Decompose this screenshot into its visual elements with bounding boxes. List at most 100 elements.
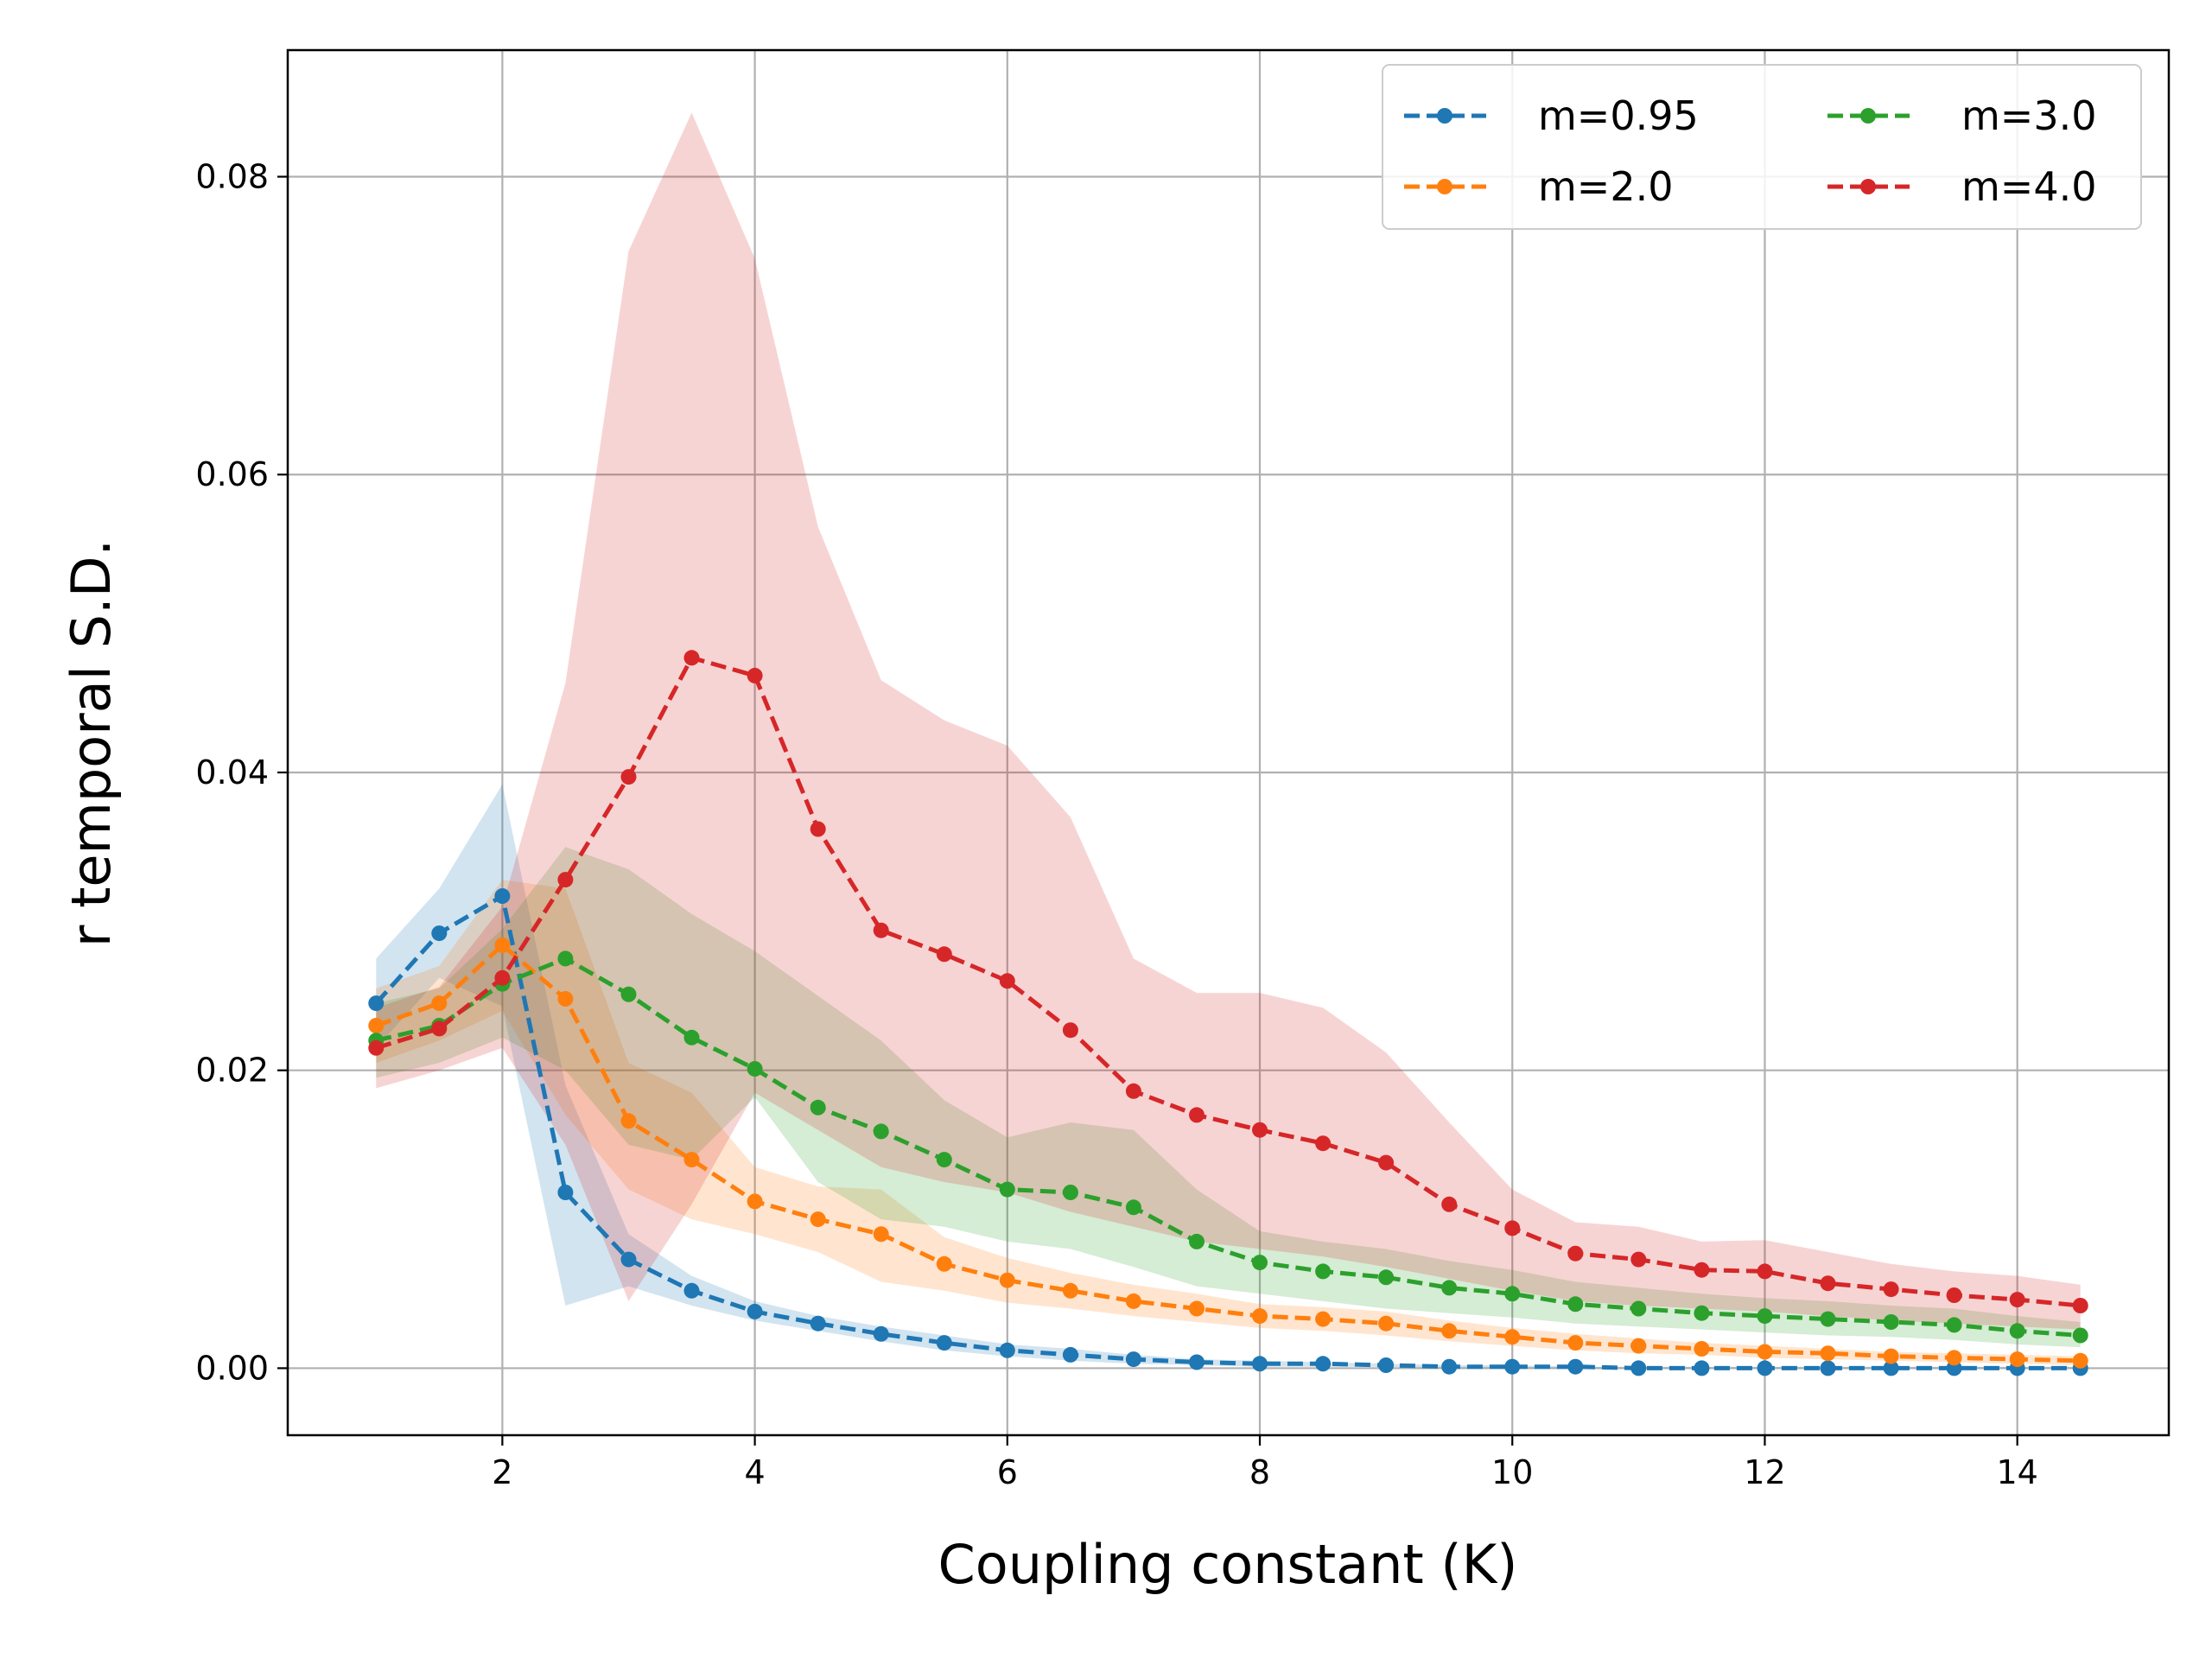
point-m-0-95 <box>1630 1360 1647 1376</box>
point-m-2-0 <box>1883 1348 1899 1364</box>
point-m-4-0 <box>810 821 826 837</box>
point-m-2-0 <box>747 1193 763 1210</box>
point-m-0-95 <box>1567 1358 1584 1375</box>
legend-label-m-0-95: m=0.95 <box>1538 92 1699 139</box>
point-m-4-0 <box>2072 1298 2088 1313</box>
point-m-3-0 <box>999 1181 1015 1198</box>
point-m-0-95 <box>1820 1360 1836 1376</box>
point-m-4-0 <box>1252 1122 1268 1138</box>
point-m-4-0 <box>1757 1263 1773 1280</box>
line-m-2-0 <box>375 943 2081 1363</box>
x-tick-label: 6 <box>997 1453 1018 1491</box>
point-m-0-95 <box>1252 1356 1268 1372</box>
plot-frame <box>286 48 2171 1437</box>
point-m-4-0 <box>1315 1135 1332 1152</box>
point-m-2-0 <box>1820 1345 1836 1362</box>
series-lines <box>368 650 2088 1376</box>
point-m-4-0 <box>557 872 574 888</box>
point-m-0-95 <box>557 1185 574 1200</box>
point-m-2-0 <box>683 1152 700 1168</box>
point-m-0-95 <box>368 995 385 1012</box>
point-m-2-0 <box>1694 1341 1710 1357</box>
point-m-4-0 <box>1820 1275 1836 1292</box>
x-tick-label: 12 <box>1744 1453 1785 1491</box>
point-m-2-0 <box>1441 1323 1458 1339</box>
point-m-3-0 <box>1189 1233 1205 1249</box>
point-m-3-0 <box>1062 1185 1078 1200</box>
point-m-2-0 <box>494 937 511 953</box>
legend-box <box>1382 64 2142 230</box>
point-m-2-0 <box>873 1226 889 1243</box>
point-m-3-0 <box>810 1099 826 1116</box>
legend-marker-m-4-0 <box>1860 179 1876 194</box>
point-m-0-95 <box>999 1342 1015 1358</box>
point-m-3-0 <box>1125 1199 1141 1216</box>
y-tick-label: 0.06 <box>195 455 269 493</box>
y-axis-label: r temporal S.D. <box>60 539 123 947</box>
y-tick-label: 0.00 <box>195 1349 269 1387</box>
point-m-3-0 <box>1504 1286 1521 1302</box>
point-m-2-0 <box>557 991 574 1007</box>
confidence-bands <box>376 112 2081 1369</box>
point-m-3-0 <box>2009 1323 2025 1339</box>
y-tick-label: 0.04 <box>195 753 269 791</box>
point-m-4-0 <box>2009 1292 2025 1308</box>
point-m-3-0 <box>1567 1296 1584 1313</box>
point-m-2-0 <box>1252 1308 1268 1325</box>
legend-marker-m-3-0 <box>1860 108 1876 124</box>
point-m-0-95 <box>1125 1351 1141 1368</box>
point-m-4-0 <box>1567 1245 1584 1262</box>
point-m-3-0 <box>747 1061 763 1077</box>
point-m-0-95 <box>1883 1360 1899 1376</box>
y-axis-ticks: 0.00 0.02 0.04 0.06 0.08 <box>195 158 288 1387</box>
point-m-4-0 <box>431 1020 448 1037</box>
point-m-0-95 <box>810 1315 826 1332</box>
point-m-0-95 <box>431 925 448 942</box>
point-m-4-0 <box>494 969 511 986</box>
point-m-4-0 <box>1694 1262 1710 1278</box>
band-m-4-0 <box>376 112 2081 1330</box>
line-m-3-0 <box>375 956 2081 1338</box>
point-m-3-0 <box>1694 1305 1710 1321</box>
point-m-4-0 <box>1125 1083 1141 1099</box>
point-m-3-0 <box>683 1029 700 1046</box>
x-tick-label: 2 <box>492 1453 512 1491</box>
point-m-0-95 <box>1378 1357 1395 1373</box>
point-m-3-0 <box>1252 1255 1268 1271</box>
y-tick-label: 0.08 <box>195 158 269 196</box>
x-axis-label: Coupling constant (K) <box>938 1533 1518 1596</box>
band-m-3-0 <box>376 847 2081 1348</box>
point-m-0-95 <box>1062 1346 1078 1363</box>
point-m-3-0 <box>1378 1269 1395 1286</box>
legend-marker-m-0-95 <box>1437 108 1452 124</box>
point-m-3-0 <box>936 1152 952 1168</box>
point-m-3-0 <box>1630 1300 1647 1317</box>
point-m-2-0 <box>999 1272 1015 1288</box>
point-m-2-0 <box>1757 1344 1773 1360</box>
legend-label-m-3-0: m=3.0 <box>1961 92 2097 139</box>
point-m-4-0 <box>1504 1220 1521 1236</box>
point-m-4-0 <box>1946 1287 1962 1303</box>
point-m-3-0 <box>1315 1263 1332 1280</box>
point-m-2-0 <box>1062 1282 1078 1299</box>
line-m-0-95 <box>374 893 2081 1370</box>
line-m-4-0 <box>375 655 2081 1308</box>
point-m-4-0 <box>936 946 952 963</box>
point-m-0-95 <box>873 1325 889 1342</box>
point-m-2-0 <box>1189 1300 1205 1317</box>
point-m-2-0 <box>2009 1351 2025 1368</box>
point-m-4-0 <box>1883 1281 1899 1298</box>
point-m-2-0 <box>1504 1329 1521 1345</box>
point-m-2-0 <box>810 1211 826 1228</box>
point-m-0-95 <box>494 888 511 904</box>
point-m-3-0 <box>1946 1317 1962 1333</box>
x-tick-label: 4 <box>745 1453 766 1491</box>
point-m-2-0 <box>1946 1350 1962 1366</box>
point-m-0-95 <box>1694 1360 1710 1376</box>
point-m-3-0 <box>1820 1311 1836 1327</box>
point-m-0-95 <box>683 1282 700 1299</box>
point-m-4-0 <box>1378 1154 1395 1171</box>
point-m-0-95 <box>620 1251 637 1268</box>
point-m-2-0 <box>936 1255 952 1272</box>
